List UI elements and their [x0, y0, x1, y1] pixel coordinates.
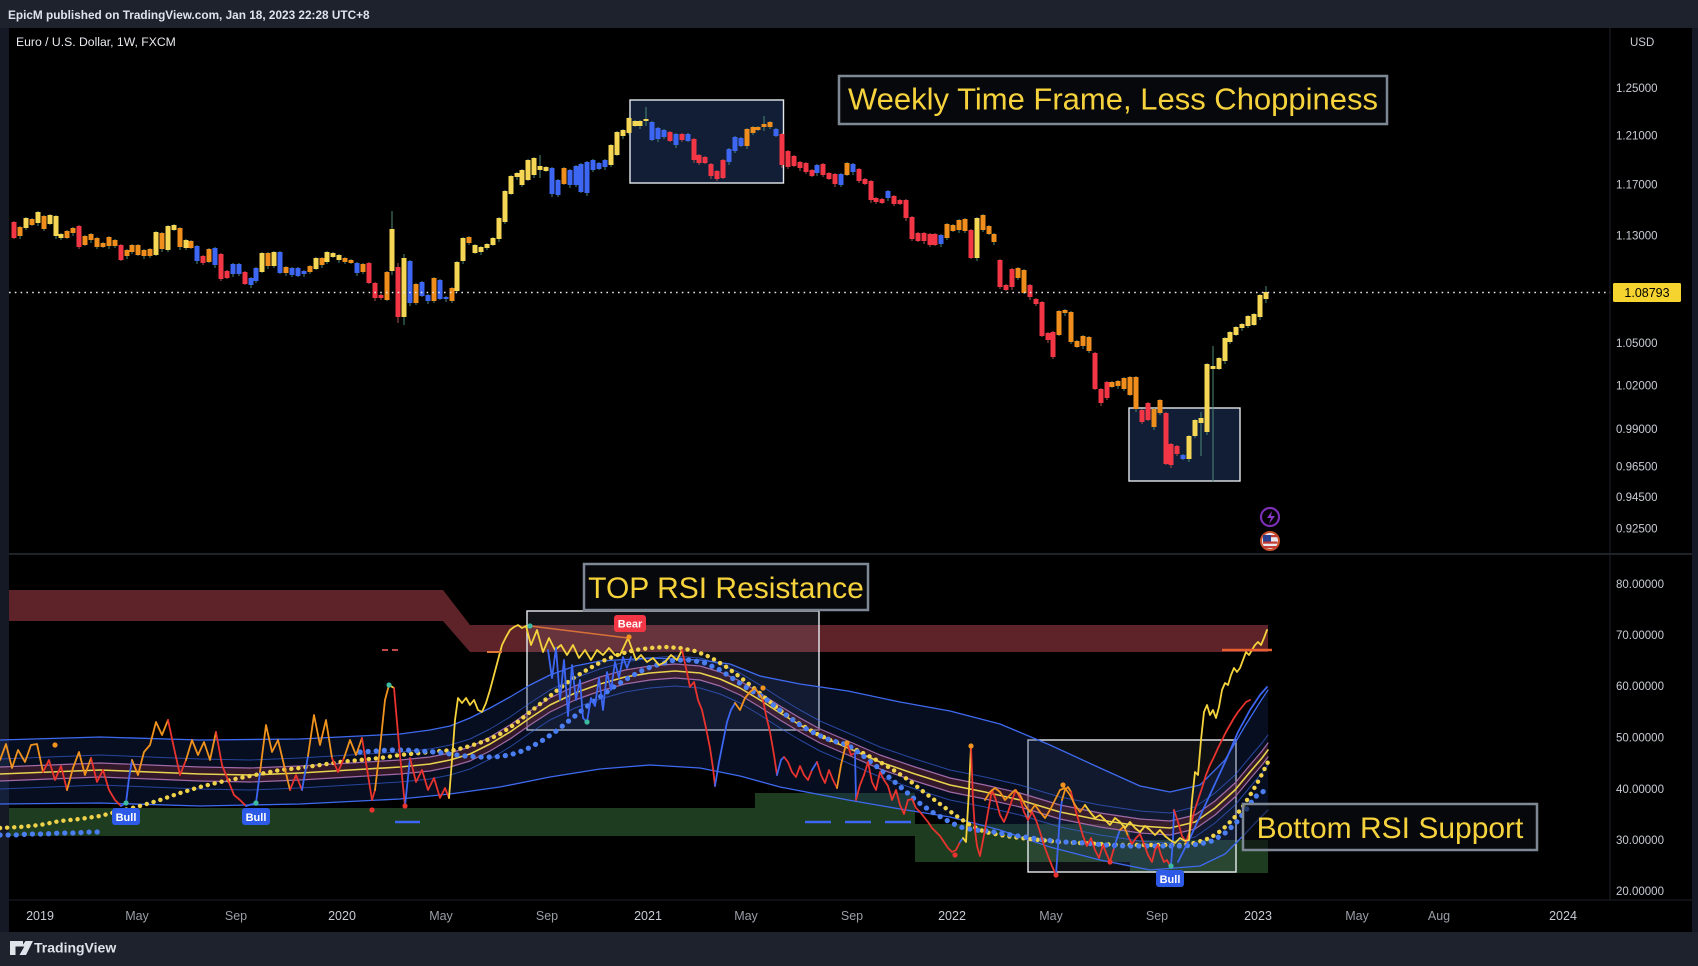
svg-text:Sep: Sep: [1146, 909, 1168, 923]
svg-text:Bull: Bull: [116, 812, 137, 824]
svg-text:Bottom RSI Support: Bottom RSI Support: [1257, 812, 1524, 845]
svg-text:1.08793: 1.08793: [1624, 286, 1669, 300]
svg-text:Bear: Bear: [618, 619, 643, 631]
svg-text:2022: 2022: [938, 909, 966, 923]
svg-text:Bull: Bull: [1160, 874, 1181, 886]
svg-text:1.13000: 1.13000: [1616, 231, 1658, 243]
svg-text:1.25000: 1.25000: [1616, 83, 1658, 95]
svg-text:30.00000: 30.00000: [1616, 835, 1664, 847]
svg-text:80.00000: 80.00000: [1616, 579, 1664, 591]
svg-text:May: May: [1039, 909, 1063, 923]
svg-text:Weekly Time Frame, Less Choppi: Weekly Time Frame, Less Choppiness: [848, 82, 1378, 117]
svg-text:Sep: Sep: [225, 909, 247, 923]
svg-text:40.00000: 40.00000: [1616, 784, 1664, 796]
svg-text:1.02000: 1.02000: [1616, 380, 1658, 392]
svg-text:Euro / U.S. Dollar, 1W, FXCM: Euro / U.S. Dollar, 1W, FXCM: [16, 35, 176, 49]
svg-text:USD: USD: [1630, 37, 1654, 49]
svg-text:May: May: [734, 909, 758, 923]
svg-text:1.17000: 1.17000: [1616, 180, 1658, 192]
svg-text:2021: 2021: [634, 909, 662, 923]
svg-text:Sep: Sep: [536, 909, 558, 923]
svg-text:Aug: Aug: [1428, 909, 1450, 923]
svg-text:60.00000: 60.00000: [1616, 681, 1664, 693]
svg-text:0.96500: 0.96500: [1616, 462, 1658, 474]
svg-text:TOP RSI Resistance: TOP RSI Resistance: [588, 572, 864, 605]
svg-text:0.99000: 0.99000: [1616, 424, 1658, 436]
svg-text:Sep: Sep: [841, 909, 863, 923]
svg-text:0.94500: 0.94500: [1616, 492, 1658, 504]
svg-text:50.00000: 50.00000: [1616, 733, 1664, 745]
svg-text:May: May: [125, 909, 149, 923]
svg-text:1.05000: 1.05000: [1616, 338, 1658, 350]
svg-text:1.21000: 1.21000: [1616, 131, 1658, 143]
svg-text:2019: 2019: [26, 909, 54, 923]
svg-text:Bull: Bull: [246, 812, 267, 824]
svg-text:EpicM published on TradingView: EpicM published on TradingView.com, Jan …: [8, 8, 370, 22]
svg-text:20.00000: 20.00000: [1616, 886, 1664, 898]
svg-text:May: May: [1345, 909, 1369, 923]
svg-text:0.92500: 0.92500: [1616, 523, 1658, 535]
svg-text:TradingView: TradingView: [34, 940, 116, 956]
svg-text:70.00000: 70.00000: [1616, 630, 1664, 642]
svg-text:2023: 2023: [1244, 909, 1272, 923]
svg-text:2020: 2020: [328, 909, 356, 923]
svg-text:2024: 2024: [1549, 909, 1577, 923]
svg-text:May: May: [429, 909, 453, 923]
